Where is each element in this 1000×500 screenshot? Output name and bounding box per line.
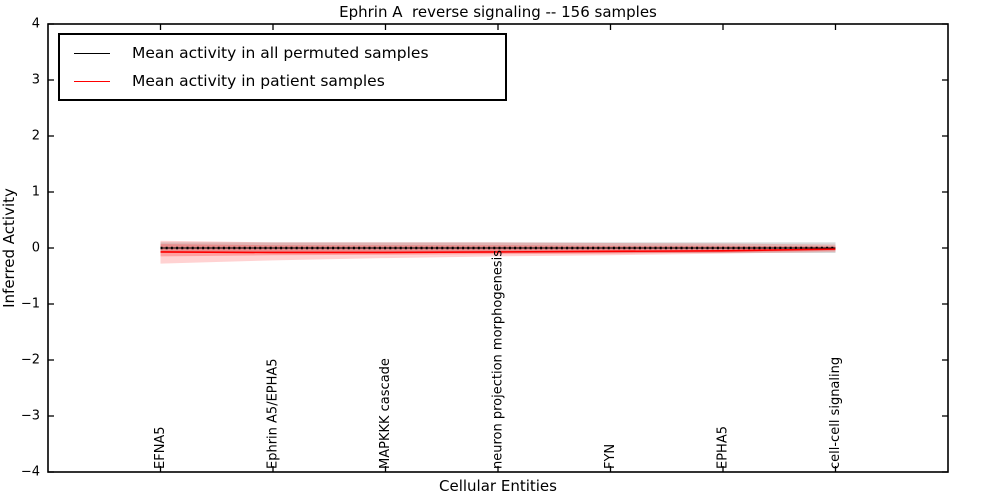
y-tick-label: −3 <box>21 409 40 424</box>
x-tick-label: Ephrin A5/EPHA5 <box>266 358 281 469</box>
x-tick-label: neuron projection morphogenesis <box>491 250 506 469</box>
y-tick-label: 2 <box>32 129 40 144</box>
legend-line-sample-permuted <box>74 52 110 54</box>
x-tick-label: EFNA5 <box>153 426 168 469</box>
x-tick-label: FYN <box>603 444 618 469</box>
y-axis-label: Inferred Activity <box>0 188 18 308</box>
legend: Mean activity in all permuted samples Me… <box>58 33 507 101</box>
y-tick-label: −1 <box>21 297 40 312</box>
legend-label-patient: Mean activity in patient samples <box>132 72 385 90</box>
x-tick-label: cell-cell signaling <box>828 357 843 469</box>
y-tick-label: 1 <box>32 185 40 200</box>
y-tick-label: 3 <box>32 73 40 88</box>
legend-label-permuted: Mean activity in all permuted samples <box>132 44 429 62</box>
series-line-patient-mean <box>160 248 836 254</box>
y-tick-label: −4 <box>21 465 40 480</box>
x-tick-label: MAPKKK cascade <box>378 358 393 469</box>
legend-item-patient: Mean activity in patient samples <box>60 67 505 95</box>
legend-item-permuted: Mean activity in all permuted samples <box>60 39 505 67</box>
y-tick-label: −2 <box>21 353 40 368</box>
y-tick-label: 0 <box>32 241 40 256</box>
x-axis-label: Cellular Entities <box>439 477 557 495</box>
chart-title: Ephrin A reverse signaling -- 156 sample… <box>339 3 657 21</box>
x-tick-label: EPHA5 <box>716 426 731 469</box>
legend-line-sample-patient <box>74 80 110 82</box>
y-tick-label: 4 <box>32 17 40 32</box>
